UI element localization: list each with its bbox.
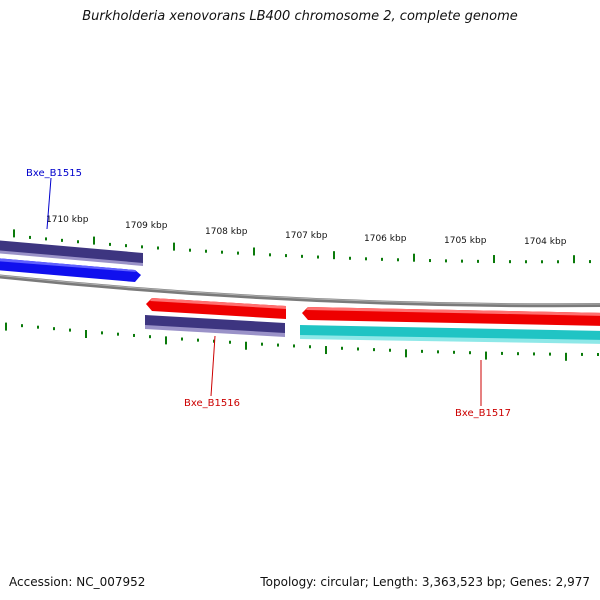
tick-label: 1709 kbp <box>125 221 168 231</box>
upper-ruler <box>13 229 591 264</box>
gene-bar-bxe-b1516[interactable] <box>145 315 285 337</box>
tick-label: 1705 kbp <box>444 236 487 246</box>
cds-arrow-bxe-b1515[interactable] <box>0 258 141 282</box>
gene-bar-bxe-b1517[interactable] <box>300 325 600 344</box>
map-title: Burkholderia xenovorans LB400 chromosome… <box>82 9 518 24</box>
label-leader-bxe-b1515 <box>46 177 52 230</box>
tick-label: 1710 kbp <box>46 215 89 225</box>
gene-bar-upper-left[interactable] <box>0 240 143 266</box>
cds-arrow-bxe-b1517[interactable] <box>302 307 600 326</box>
tick-label: 1706 kbp <box>364 234 407 244</box>
accession-text: Accession: NC_007952 <box>9 575 146 589</box>
tick-label: 1708 kbp <box>205 227 248 237</box>
cds-arrow-bxe-b1516[interactable] <box>146 298 286 319</box>
gene-label-bxe-b1516[interactable]: Bxe_B1516 <box>184 398 240 409</box>
backbone-highlight <box>0 275 600 305</box>
label-leader-bxe-b1516 <box>210 335 216 397</box>
gene-label-bxe-b1515[interactable]: Bxe_B1515 <box>26 168 82 179</box>
backbone-line <box>0 274 600 308</box>
tick-label: 1704 kbp <box>524 237 567 247</box>
gene-label-bxe-b1517[interactable]: Bxe_B1517 <box>455 408 511 419</box>
tick-label: 1707 kbp <box>285 231 328 241</box>
genome-summary-text: Topology: circular; Length: 3,363,523 bp… <box>260 575 590 589</box>
lower-ruler <box>5 322 599 361</box>
